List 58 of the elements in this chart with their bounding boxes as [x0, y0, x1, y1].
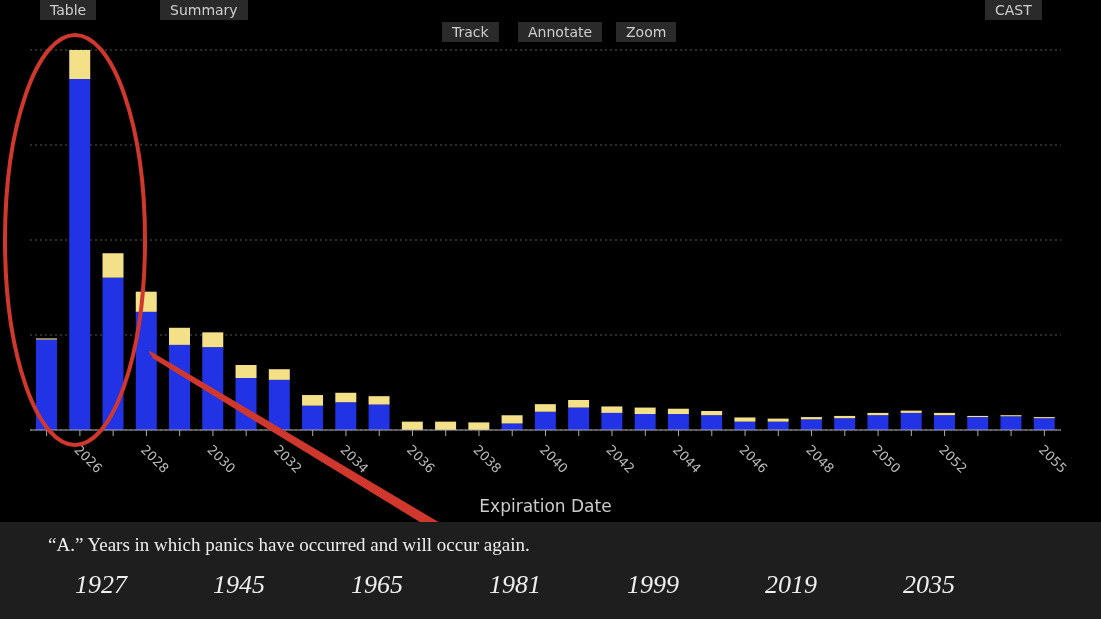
bar — [468, 422, 490, 430]
text: Table — [40, 0, 97, 20]
bar — [634, 414, 656, 430]
bar — [534, 411, 556, 430]
bar — [102, 253, 124, 278]
bar — [1000, 416, 1022, 430]
bar — [601, 406, 623, 413]
text: Track — [442, 22, 499, 42]
text: Zoom — [616, 22, 677, 42]
text: Annotate — [518, 22, 603, 42]
text: 1965 — [351, 570, 403, 600]
bar — [69, 78, 91, 430]
text: “A.” Years in which panics have occurred and will occur again. — [48, 534, 530, 556]
text: 2035 — [903, 570, 955, 600]
bar — [302, 395, 324, 406]
bar — [1033, 418, 1055, 430]
bar — [701, 411, 723, 416]
text: 1981 — [489, 570, 541, 600]
bar — [800, 419, 822, 430]
bar — [69, 50, 91, 79]
bar — [202, 347, 224, 430]
bar — [368, 404, 390, 430]
bar — [135, 311, 157, 430]
bar — [933, 415, 955, 430]
bar — [634, 407, 656, 415]
bar — [734, 417, 756, 422]
bar — [667, 408, 689, 415]
bar — [169, 344, 191, 430]
bar — [900, 412, 922, 430]
bar — [335, 402, 357, 430]
bar — [368, 396, 390, 405]
bar — [501, 415, 523, 424]
bar — [568, 407, 590, 430]
bar — [568, 399, 590, 408]
bar — [202, 332, 224, 348]
bar — [967, 417, 989, 430]
text: 1999 — [627, 570, 679, 600]
bar — [335, 392, 357, 403]
bar — [767, 418, 789, 422]
bar — [268, 369, 290, 380]
bar — [302, 405, 324, 430]
text: CAST — [985, 0, 1042, 20]
bar — [35, 339, 57, 430]
bar — [701, 415, 723, 430]
bar — [834, 418, 856, 430]
bar — [102, 277, 124, 430]
text: 1927 — [75, 570, 127, 600]
x-axis-title: Expiration Date — [479, 496, 612, 516]
bar — [534, 404, 556, 412]
bar — [169, 327, 191, 345]
bar — [867, 415, 889, 430]
bar — [235, 365, 257, 378]
bar — [268, 379, 290, 430]
text: Summary — [160, 0, 248, 20]
bar — [601, 412, 623, 430]
text: 2019 — [765, 570, 817, 600]
text: 1945 — [213, 570, 265, 600]
bar — [667, 414, 689, 430]
